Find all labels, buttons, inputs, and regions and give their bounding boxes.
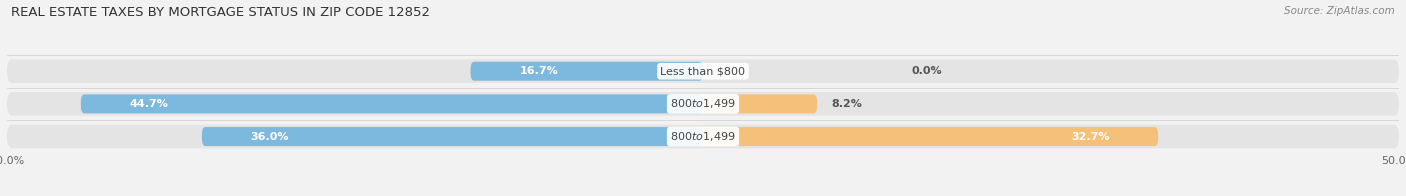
FancyBboxPatch shape xyxy=(7,92,1399,116)
Text: Less than $800: Less than $800 xyxy=(661,66,745,76)
Text: REAL ESTATE TAXES BY MORTGAGE STATUS IN ZIP CODE 12852: REAL ESTATE TAXES BY MORTGAGE STATUS IN … xyxy=(11,6,430,19)
FancyBboxPatch shape xyxy=(7,59,1399,83)
Text: 8.2%: 8.2% xyxy=(831,99,862,109)
Text: 32.7%: 32.7% xyxy=(1071,132,1109,142)
Text: 16.7%: 16.7% xyxy=(519,66,558,76)
FancyBboxPatch shape xyxy=(80,94,703,113)
FancyBboxPatch shape xyxy=(7,125,1399,148)
Text: Source: ZipAtlas.com: Source: ZipAtlas.com xyxy=(1284,6,1395,16)
Text: 36.0%: 36.0% xyxy=(250,132,290,142)
Text: $800 to $1,499: $800 to $1,499 xyxy=(671,97,735,110)
Text: 44.7%: 44.7% xyxy=(129,99,169,109)
FancyBboxPatch shape xyxy=(202,127,703,146)
Text: 0.0%: 0.0% xyxy=(912,66,942,76)
FancyBboxPatch shape xyxy=(703,94,817,113)
FancyBboxPatch shape xyxy=(471,62,703,81)
FancyBboxPatch shape xyxy=(703,127,1159,146)
Text: $800 to $1,499: $800 to $1,499 xyxy=(671,130,735,143)
